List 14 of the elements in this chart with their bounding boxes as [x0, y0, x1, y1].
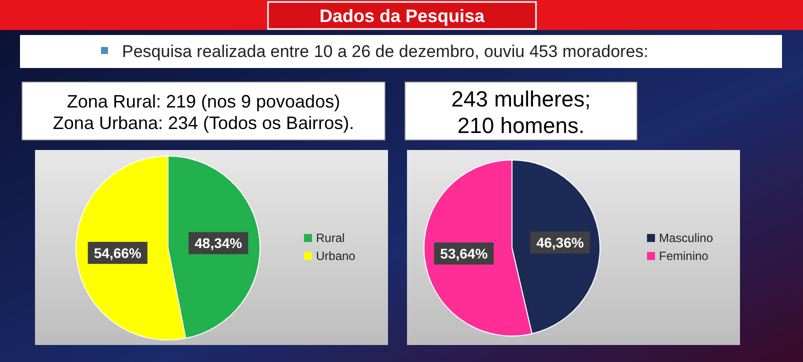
chart-title: Zona Rural: 219 (nos 9 povoados)	[66, 91, 340, 112]
data-label: 53,64%	[440, 246, 488, 262]
data-label: 46,36%	[536, 234, 584, 250]
legend-label: Rural	[316, 231, 345, 245]
legend-label: Feminino	[659, 249, 709, 263]
text: Dados da Pesquisa	[319, 6, 486, 26]
legend-label: Urbano	[316, 249, 356, 263]
chart-subtitle: 210 homens.	[457, 113, 585, 138]
chart-title: 243 mulheres;	[451, 86, 591, 112]
legend-label: Masculino	[659, 231, 714, 245]
data-label: 54,66%	[94, 244, 142, 261]
chart-subtitle: Zona Urbana: 234 (Todos os Bairros).	[52, 113, 354, 133]
text: Pesquisa realizada entre 10 a 26 de dezembro, ouviu 453 moradores:	[122, 42, 648, 61]
data-label: 48,34%	[194, 235, 243, 252]
